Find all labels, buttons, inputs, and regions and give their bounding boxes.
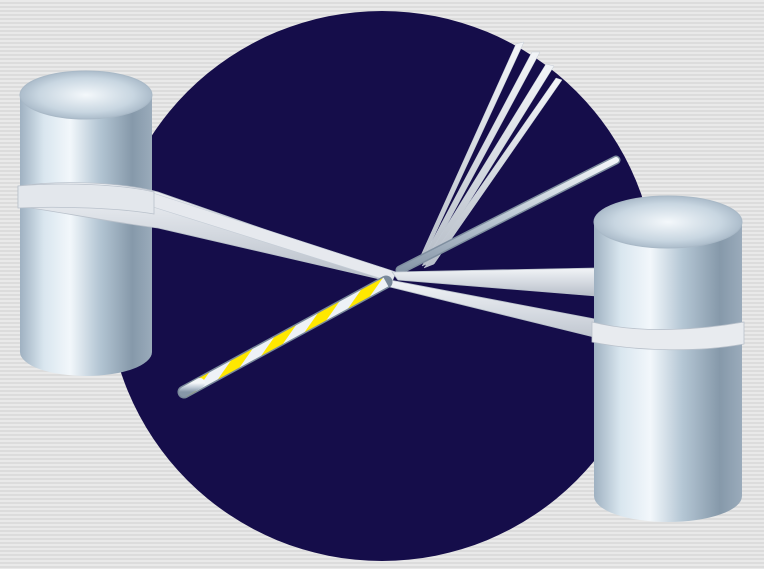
fiber-fan-upper [417, 41, 563, 269]
left-post [19, 70, 153, 376]
left-post-wrap [17, 183, 155, 215]
striped-rod [177, 275, 393, 399]
right-post-wrap [591, 321, 745, 351]
thin-rod [395, 155, 621, 275]
right-post [593, 195, 743, 522]
